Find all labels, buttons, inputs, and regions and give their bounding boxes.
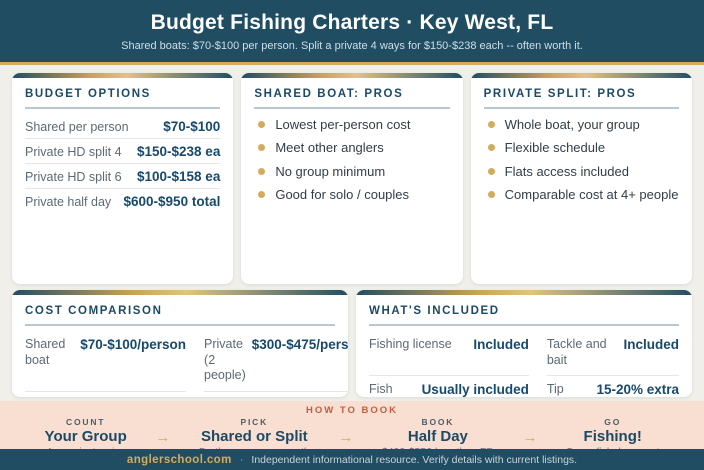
cost-comparison-title: COST COMPARISON bbox=[25, 305, 335, 326]
bullet-icon bbox=[487, 190, 495, 198]
step-kicker: COUNT bbox=[66, 417, 106, 427]
cell-value: $300-$475/person bbox=[251, 337, 348, 352]
comparison-cell: Shared boat $70-$100/person bbox=[25, 331, 187, 392]
whats-included-card: WHAT'S INCLUDED Fishing license Included… bbox=[356, 290, 692, 397]
list-item: No group minimum bbox=[254, 164, 449, 180]
cell-label: Tackle and bait bbox=[546, 337, 607, 367]
whats-included-grid: Fishing license Included Tackle and bait… bbox=[369, 331, 679, 397]
bullet-icon bbox=[487, 121, 495, 128]
row-label: Private HD split 6 bbox=[25, 170, 122, 184]
cell-label: Fishing license bbox=[369, 337, 452, 351]
cell-value: Usually included bbox=[421, 382, 529, 397]
bullet-icon bbox=[258, 167, 266, 175]
arrow-right-icon: → bbox=[155, 429, 171, 446]
how-to-book-heading: HOW TO BOOK bbox=[305, 405, 399, 416]
step-kicker: BOOK bbox=[421, 417, 455, 427]
comparison-cell: Private (4 people) $150-$238/person bbox=[25, 392, 186, 397]
included-cell: Tackle and bait Included bbox=[546, 331, 679, 377]
cell-value: $70-$100/person bbox=[80, 337, 187, 352]
table-row: Private HD split 4 $150-$238 ea bbox=[25, 139, 221, 164]
how-to-book-section: HOW TO BOOK COUNT Your Group 4+ = privat… bbox=[0, 401, 704, 458]
private-split-pros-card: PRIVATE SPLIT: PROS Whole boat, your gro… bbox=[470, 73, 692, 284]
bottom-card-row: COST COMPARISON Shared boat $70-$100/per… bbox=[12, 290, 692, 397]
comparison-cell: Private (2 people) $300-$475/person bbox=[204, 331, 348, 392]
step-title: Fishing! bbox=[583, 428, 642, 445]
comparison-cell: Private (6 people) $100-$158/person bbox=[204, 392, 348, 397]
included-cell: Fishing license Included bbox=[369, 331, 529, 377]
included-cell: Fish cleaning Usually included bbox=[369, 376, 529, 397]
bullet-icon bbox=[487, 167, 495, 175]
bullet-icon bbox=[258, 190, 266, 198]
bullet-icon bbox=[258, 144, 266, 152]
list-item: Lowest per-person cost bbox=[254, 117, 449, 133]
list-item: Flexible schedule bbox=[484, 140, 679, 156]
private-split-pros-title: PRIVATE SPLIT: PROS bbox=[483, 88, 679, 109]
row-label: Private HD split 4 bbox=[25, 145, 122, 159]
arrow-right-icon: → bbox=[338, 429, 354, 446]
header: Budget Fishing Charters · Key West, FL S… bbox=[0, 0, 704, 65]
table-row: Private HD split 6 $100-$158 ea bbox=[25, 164, 221, 189]
site-link[interactable]: anglerschool.com bbox=[126, 454, 232, 466]
budget-options-card: BUDGET OPTIONS Shared per person $70-$10… bbox=[12, 73, 234, 284]
cell-label: Shared boat bbox=[25, 337, 66, 367]
row-value: $70-$100 bbox=[163, 119, 221, 134]
shared-boat-pros-title: SHARED BOAT: PROS bbox=[254, 88, 450, 109]
cell-value: Included bbox=[623, 337, 679, 352]
footer: anglerschool.com · Independent informati… bbox=[0, 449, 704, 470]
included-cell: Tip 15-20% extra bbox=[547, 376, 679, 397]
cell-label: Fish cleaning bbox=[369, 382, 393, 397]
cell-value: 15-20% extra bbox=[596, 382, 679, 397]
step-kicker: GO bbox=[604, 417, 622, 427]
list-item: Comparable cost at 4+ people bbox=[484, 187, 679, 203]
main-content: BUDGET OPTIONS Shared per person $70-$10… bbox=[0, 65, 704, 401]
step-kicker: PICK bbox=[240, 417, 269, 427]
cell-label: Private (2 people) bbox=[204, 337, 246, 383]
row-value: $150-$238 ea bbox=[137, 144, 221, 159]
arrow-right-icon: → bbox=[522, 429, 538, 446]
shared-boat-pros-list: Lowest per-person cost Meet other angler… bbox=[254, 117, 449, 203]
row-label: Private half day bbox=[25, 195, 112, 209]
list-item: Whole boat, your group bbox=[484, 117, 679, 133]
step-title: Shared or Split bbox=[200, 428, 308, 445]
whats-included-title: WHAT'S INCLUDED bbox=[369, 305, 679, 326]
budget-options-table: Shared per person $70-$100 Private HD sp… bbox=[25, 114, 221, 213]
shared-boat-pros-card: SHARED BOAT: PROS Lowest per-person cost… bbox=[241, 73, 463, 284]
footer-separator: · bbox=[239, 454, 244, 466]
list-item: Flats access included bbox=[484, 164, 679, 180]
table-row: Shared per person $70-$100 bbox=[25, 114, 221, 139]
list-item: Good for solo / couples bbox=[254, 187, 449, 203]
table-row: Private half day $600-$950 total bbox=[25, 189, 220, 213]
row-label: Shared per person bbox=[25, 120, 129, 134]
cell-label: Tip bbox=[546, 382, 564, 397]
cell-value: Included bbox=[473, 337, 529, 352]
step-title: Half Day bbox=[407, 428, 468, 445]
budget-options-title: BUDGET OPTIONS bbox=[25, 88, 221, 109]
private-split-pros-list: Whole boat, your group Flexible schedule… bbox=[484, 117, 679, 203]
page-subtitle: Shared boats: $70-$100 per person. Split… bbox=[121, 40, 583, 52]
cost-comparison-grid: Shared boat $70-$100/person Private (2 p… bbox=[25, 331, 348, 397]
cost-comparison-card: COST COMPARISON Shared boat $70-$100/per… bbox=[12, 290, 348, 397]
top-card-row: BUDGET OPTIONS Shared per person $70-$10… bbox=[12, 73, 692, 284]
footer-disclaimer: Independent informational resource. Veri… bbox=[251, 454, 578, 466]
page-title: Budget Fishing Charters · Key West, FL bbox=[150, 11, 554, 34]
row-value: $600-$950 total bbox=[123, 194, 221, 209]
step-title: Your Group bbox=[44, 428, 127, 445]
list-item: Meet other anglers bbox=[254, 140, 449, 156]
bullet-icon bbox=[258, 121, 266, 128]
bullet-icon bbox=[487, 144, 495, 152]
row-value: $100-$158 ea bbox=[137, 169, 221, 184]
